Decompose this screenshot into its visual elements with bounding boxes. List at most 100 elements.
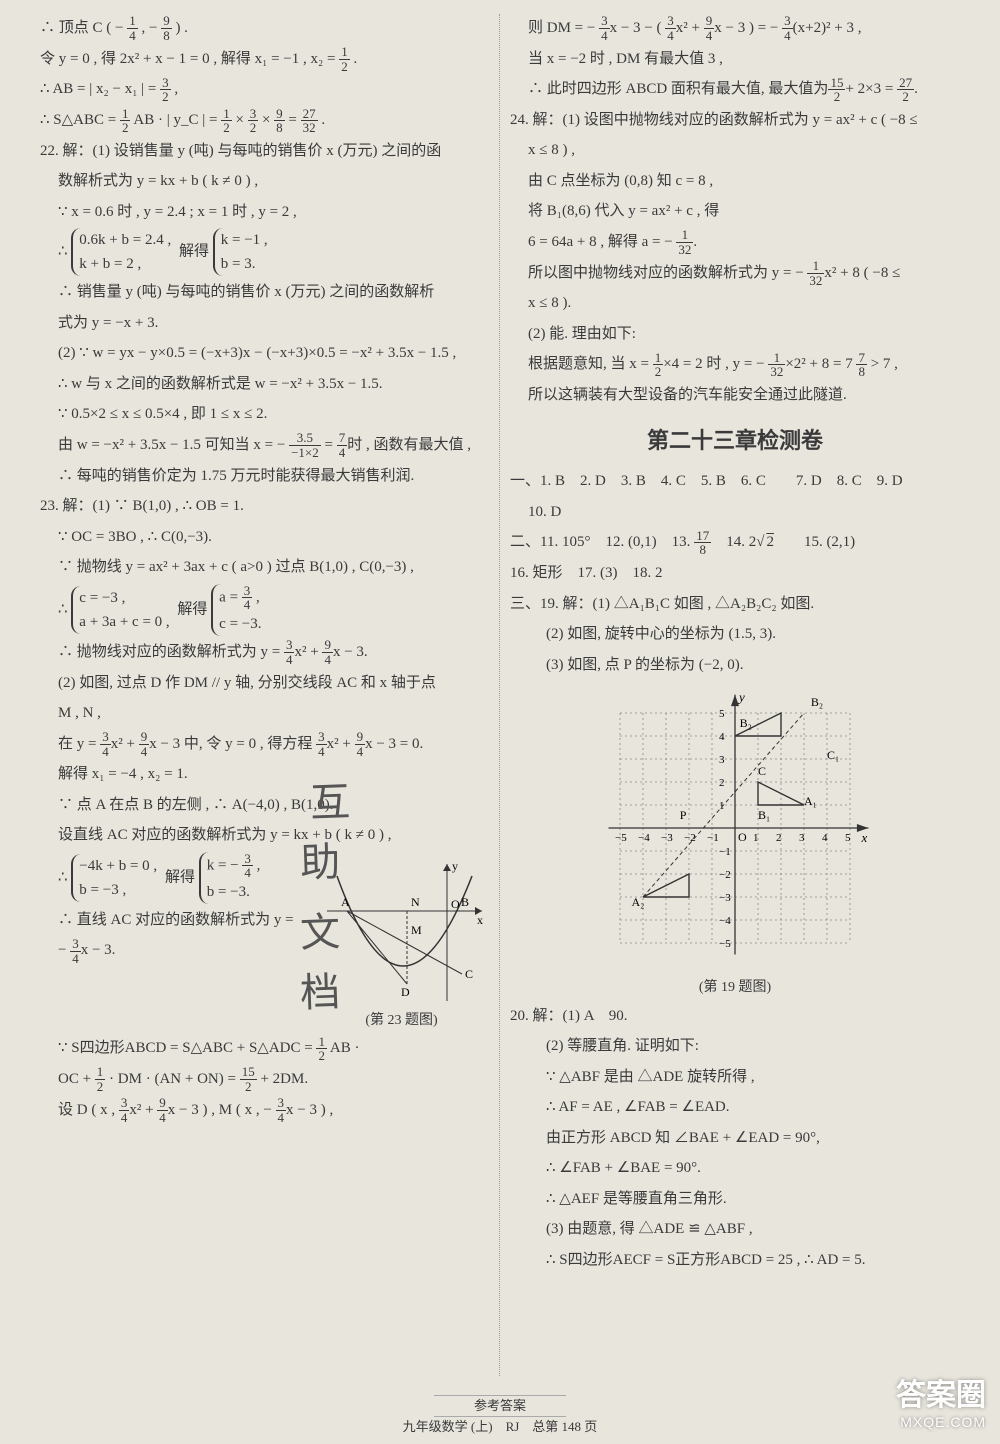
text-line: OC + 12 · DM · (AN + ON) = 152 + 2DM. <box>40 1065 489 1094</box>
svg-text:1: 1 <box>753 832 759 844</box>
text-line: 解得 x₁ = −4 , x₂ = 1. <box>40 760 489 789</box>
text-line: 二、11. 105° 12. (0,1) 13. 178 14. 2√2 15.… <box>510 528 960 557</box>
svg-text:−5: −5 <box>719 938 731 950</box>
footer-title: 参考答案 <box>434 1395 566 1417</box>
footer-pageinfo: 九年级数学 (上) RJ 总第 148 页 <box>403 1419 598 1434</box>
text-line: − 34x − 3. <box>40 936 314 965</box>
text-line: ∵ S四边形ABCD = S△ABC + S△ADC = 12 AB · <box>40 1034 489 1063</box>
text-line: ∴ 抛物线对应的函数解析式为 y = 34x² + 94x − 3. <box>40 638 489 667</box>
text-line: (3) 由题意, 得 △ADE ≌ △ABF , <box>510 1215 960 1244</box>
svg-text:C: C <box>465 967 473 981</box>
chapter-heading: 第二十三章检测卷 <box>510 420 960 462</box>
svg-text:C₁: C₁ <box>827 748 839 762</box>
text-line: M , N , <box>40 699 489 728</box>
text-line: 设 D ( x , 34x² + 94x − 3 ) , M ( x , − 3… <box>40 1096 489 1125</box>
svg-text:2: 2 <box>776 832 782 844</box>
text-line: ∴ 0.6k + b = 2.4 ,k + b = 2 , 解得 k = −1 … <box>40 228 489 276</box>
svg-text:−1: −1 <box>707 832 719 844</box>
text-line: 由 w = −x² + 3.5x − 1.5 可知当 x = − 3.5−1×2… <box>40 431 489 460</box>
svg-text:−3: −3 <box>661 832 673 844</box>
svg-text:y: y <box>452 859 458 873</box>
text-line: ∴ AB = | x₂ − x₁ | = 32 , <box>40 75 489 104</box>
svg-text:O: O <box>738 830 747 844</box>
text-line: 20. 解：(1) A 90. <box>510 1002 960 1031</box>
svg-text:M: M <box>411 923 422 937</box>
svg-text:3: 3 <box>719 754 725 766</box>
grid-figure: −5−5−4−4−3−3−2−2−1−11122334455OyxA₁B₁CA₂… <box>585 683 885 973</box>
svg-text:−4: −4 <box>638 832 650 844</box>
text-line: 由正方形 ABCD 知 ∠BAE + ∠EAD = 90°, <box>510 1124 960 1153</box>
svg-text:x: x <box>477 913 483 927</box>
svg-text:x: x <box>861 830 868 845</box>
svg-text:A₂: A₂ <box>632 895 645 909</box>
svg-text:A: A <box>341 895 350 909</box>
svg-text:−2: −2 <box>719 869 731 881</box>
svg-text:−5: −5 <box>615 832 627 844</box>
text-line: 设直线 AC 对应的函数解析式为 y = kx + b ( k ≠ 0 ) , <box>40 821 489 850</box>
text-line: ∵ 抛物线 y = ax² + 3ax + c ( a>0 ) 过点 B(1,0… <box>40 553 489 582</box>
text-line: x ≤ 8 ) , <box>510 136 960 165</box>
text-line: (2) ∵ w = yx − y×0.5 = (−x+3)x − (−x+3)×… <box>40 339 489 368</box>
text-line: ∴ w 与 x 之间的函数解析式是 w = −x² + 3.5x − 1.5. <box>40 370 489 399</box>
svg-text:D: D <box>401 985 410 999</box>
text-line: 一、1. B 2. D 3. B 4. C 5. B 6. C 7. D 8. … <box>510 467 960 496</box>
text-line: (2) 等腰直角. 证明如下: <box>510 1032 960 1061</box>
text-line: 6 = 64a + 8 , 解得 a = − 132. <box>510 228 960 257</box>
text-line: ∴ 销售量 y (吨) 与每吨的销售价 x (万元) 之间的函数解析 <box>40 278 489 307</box>
text-line: 则 DM = − 34x − 3 − ( 34x² + 94x − 3 ) = … <box>510 14 960 43</box>
svg-text:1: 1 <box>719 800 725 812</box>
text-line: ∴ 此时四边形 ABCD 面积有最大值, 最大值为152+ 2×3 = 272. <box>510 75 960 104</box>
svg-text:B: B <box>461 895 469 909</box>
text-line: 将 B₁(8,6) 代入 y = ax² + c , 得 <box>510 197 960 226</box>
text-line: x ≤ 8 ). <box>510 289 960 318</box>
text-line: ∵ 0.5×2 ≤ x ≤ 0.5×4 , 即 1 ≤ x ≤ 2. <box>40 400 489 429</box>
text-line: 24. 解：(1) 设图中抛物线对应的函数解析式为 y = ax² + c ( … <box>510 106 960 135</box>
watermark: 答案圈 MXQE.COM <box>896 1370 986 1430</box>
text-line: 22. 解：(1) 设销售量 y (吨) 与每吨的销售价 x (万元) 之间的函 <box>40 137 489 166</box>
text-line: 当 x = −2 时 , DM 有最大值 3 , <box>510 45 960 74</box>
page-footer: 参考答案 九年级数学 (上) RJ 总第 148 页 <box>0 1395 1000 1436</box>
svg-text:2: 2 <box>719 777 725 789</box>
text-line: ∴ ∠FAB + ∠BAE = 90°. <box>510 1154 960 1183</box>
svg-text:4: 4 <box>822 832 828 844</box>
text-line: ∴ −4k + b = 0 ,b = −3 , 解得 k = − 34 ,b =… <box>40 852 314 904</box>
watermark-url: MXQE.COM <box>896 1414 986 1430</box>
svg-text:y: y <box>737 690 745 705</box>
text-line: 根据题意知, 当 x = 12×4 = 2 时 , y = − 132×2² +… <box>510 350 960 379</box>
page: ∴ 顶点 C ( − 14 , − 98 ) . 令 y = 0 , 得 2x²… <box>0 0 1000 1380</box>
text-line: 令 y = 0 , 得 2x² + x − 1 = 0 , 解得 x₁ = −1… <box>40 45 489 74</box>
text-line: 所以这辆装有大型设备的汽车能安全通过此隧道. <box>510 381 960 410</box>
svg-text:−4: −4 <box>719 915 731 927</box>
text-line: ∵ 点 A 在点 B 的左侧 , ∴ A(−4,0) , B(1,0). <box>40 791 489 820</box>
text-line: (3) 如图, 点 P 的坐标为 (−2, 0). <box>510 651 960 680</box>
svg-text:−1: −1 <box>719 846 731 858</box>
text-line: ∴ 顶点 C ( − 14 , − 98 ) . <box>40 14 489 43</box>
text-line: ∴ △AEF 是等腰直角三角形. <box>510 1185 960 1214</box>
text-line: 由 C 点坐标为 (0,8) 知 c = 8 , <box>510 167 960 196</box>
svg-text:B₂: B₂ <box>740 716 752 730</box>
svg-text:5: 5 <box>845 832 851 844</box>
text-line: (2) 如图, 旋转中心的坐标为 (1.5, 3). <box>510 620 960 649</box>
svg-text:−3: −3 <box>719 892 731 904</box>
text-line: (2) 如图, 过点 D 作 DM // y 轴, 分别交线段 AC 和 x 轴… <box>40 669 489 698</box>
svg-text:3: 3 <box>799 832 805 844</box>
left-column: ∴ 顶点 C ( − 14 , − 98 ) . 令 y = 0 , 得 2x²… <box>30 14 500 1376</box>
handwriting: 助 <box>299 829 341 888</box>
text-line: ∴ 直线 AC 对应的函数解析式为 y = <box>40 906 314 935</box>
text-line: 23. 解：(1) ∵ B(1,0) , ∴ OB = 1. <box>40 492 489 521</box>
text-line: ∴ c = −3 ,a + 3a + c = 0 , 解得 a = 34 ,c … <box>40 584 489 636</box>
text-line: ∵ △ABF 是由 △ADE 旋转所得 , <box>510 1063 960 1092</box>
svg-text:B₁: B₁ <box>758 808 770 822</box>
text-line: 16. 矩形 17. (3) 18. 2 <box>510 559 960 588</box>
svg-text:A₁: A₁ <box>804 794 817 808</box>
svg-text:P: P <box>680 808 687 822</box>
text-line: 式为 y = −x + 3. <box>40 309 489 338</box>
svg-text:O: O <box>451 897 460 911</box>
text-line: 在 y = 34x² + 94x − 3 中, 令 y = 0 , 得方程 34… <box>40 730 489 759</box>
svg-text:5: 5 <box>719 708 725 720</box>
handwriting: 文 <box>299 899 341 958</box>
svg-text:4: 4 <box>719 731 725 743</box>
text-line: ∴ S四边形AECF = S正方形ABCD = 25 , ∴ AD = 5. <box>510 1246 960 1275</box>
text-line: 所以图中抛物线对应的函数解析式为 y = − 132x² + 8 ( −8 ≤ <box>510 259 960 288</box>
svg-text:B₂: B₂ <box>811 695 823 709</box>
